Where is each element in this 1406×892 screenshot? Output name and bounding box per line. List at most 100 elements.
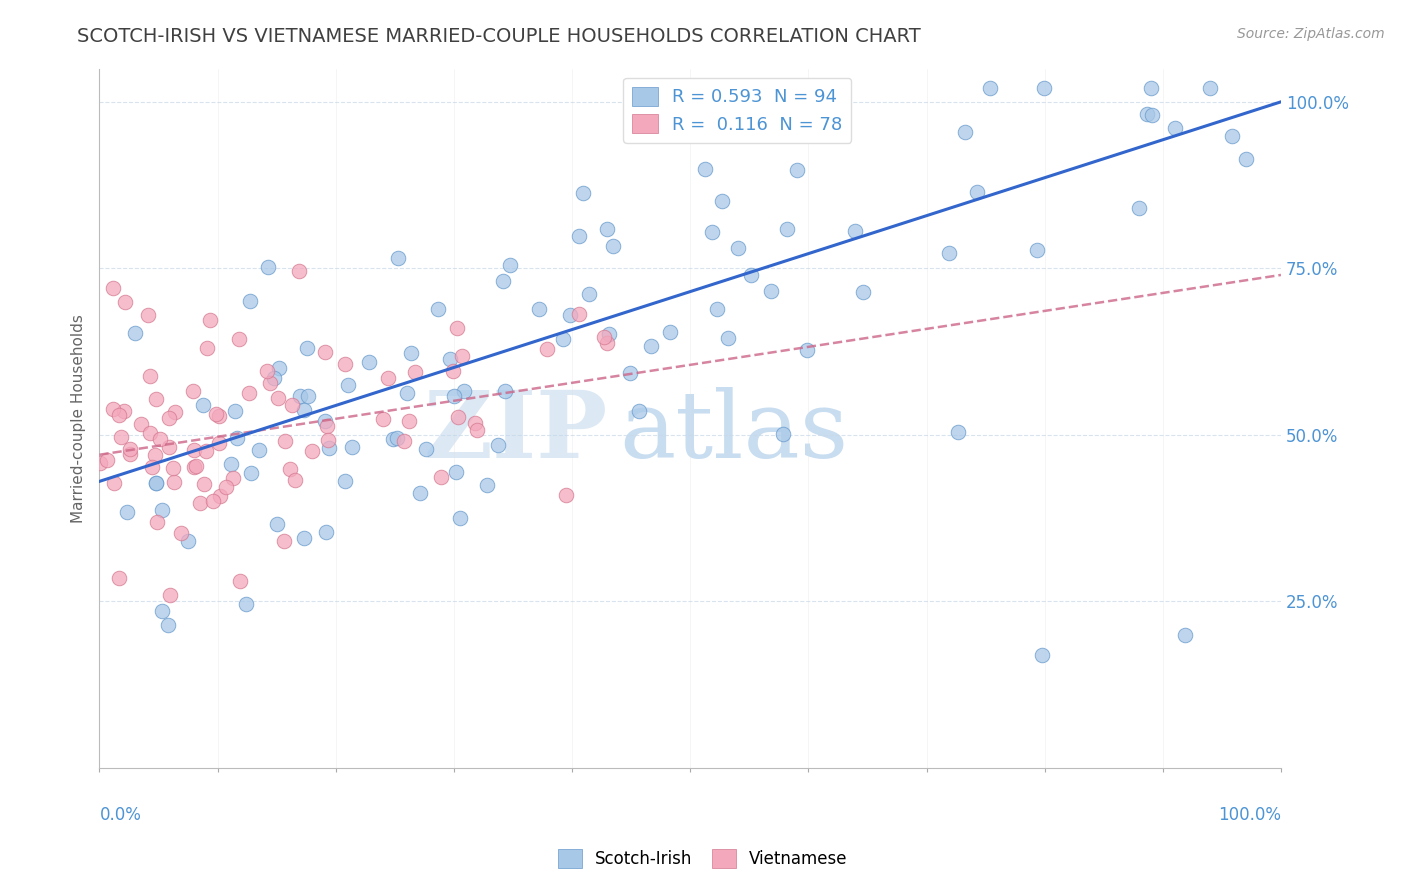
Point bbox=[136, 308, 159, 322]
Point bbox=[247, 442, 270, 457]
Point bbox=[292, 531, 315, 545]
Point bbox=[560, 308, 582, 322]
Point bbox=[162, 461, 184, 475]
Point bbox=[224, 403, 246, 417]
Point bbox=[145, 476, 167, 491]
Point bbox=[398, 414, 420, 428]
Point bbox=[572, 186, 595, 200]
Point bbox=[318, 441, 340, 455]
Point bbox=[257, 260, 280, 274]
Point bbox=[593, 329, 616, 343]
Point bbox=[120, 442, 142, 456]
Point bbox=[181, 384, 204, 399]
Point bbox=[499, 258, 522, 272]
Point bbox=[946, 425, 969, 440]
Point bbox=[162, 475, 184, 490]
Point bbox=[188, 496, 211, 510]
Point bbox=[288, 389, 311, 403]
Point bbox=[333, 357, 356, 371]
Point bbox=[852, 285, 875, 299]
Point bbox=[118, 447, 141, 461]
Point bbox=[443, 389, 465, 403]
Point bbox=[1128, 201, 1150, 215]
Point bbox=[221, 471, 243, 485]
Text: atlas: atlas bbox=[619, 387, 849, 477]
Point bbox=[772, 426, 794, 441]
Point bbox=[464, 417, 486, 431]
Point bbox=[183, 460, 205, 475]
Point bbox=[706, 301, 728, 316]
Point bbox=[342, 440, 364, 454]
Point bbox=[145, 392, 167, 406]
Point bbox=[101, 401, 124, 416]
Point bbox=[1032, 81, 1054, 95]
Point bbox=[399, 345, 422, 359]
Point bbox=[177, 533, 200, 548]
Point bbox=[695, 162, 717, 177]
Point bbox=[204, 407, 226, 421]
Point bbox=[759, 285, 782, 299]
Point bbox=[157, 440, 180, 454]
Point bbox=[195, 341, 218, 355]
Point bbox=[938, 246, 960, 260]
Text: ZIP: ZIP bbox=[423, 387, 607, 477]
Point bbox=[465, 423, 488, 437]
Point bbox=[536, 342, 558, 356]
Point bbox=[427, 301, 450, 316]
Point bbox=[239, 293, 262, 308]
Point bbox=[208, 435, 231, 450]
Point bbox=[441, 364, 464, 378]
Point bbox=[568, 307, 591, 321]
Point bbox=[112, 403, 135, 417]
Point bbox=[1142, 108, 1164, 122]
Point bbox=[259, 376, 281, 390]
Point bbox=[297, 389, 319, 403]
Point bbox=[1163, 120, 1185, 135]
Point bbox=[430, 470, 453, 484]
Point bbox=[1025, 244, 1047, 258]
Point bbox=[486, 438, 509, 452]
Point bbox=[235, 597, 257, 611]
Point bbox=[186, 459, 208, 474]
Point bbox=[274, 434, 297, 449]
Point bbox=[110, 430, 132, 444]
Point bbox=[292, 402, 315, 417]
Point bbox=[449, 511, 471, 525]
Point bbox=[315, 418, 337, 433]
Point bbox=[796, 343, 818, 357]
Point bbox=[159, 588, 181, 602]
Point bbox=[494, 384, 516, 398]
Point bbox=[195, 444, 218, 458]
Point bbox=[979, 81, 1001, 95]
Text: SCOTCH-IRISH VS VIETNAMESE MARRIED-COUPLE HOUSEHOLDS CORRELATION CHART: SCOTCH-IRISH VS VIETNAMESE MARRIED-COUPL… bbox=[77, 27, 921, 45]
Point bbox=[409, 486, 432, 500]
Point bbox=[143, 448, 166, 462]
Point bbox=[314, 344, 336, 359]
Point bbox=[619, 367, 641, 381]
Point bbox=[1174, 627, 1197, 641]
Point bbox=[475, 478, 498, 492]
Point bbox=[336, 377, 359, 392]
Point bbox=[492, 274, 515, 288]
Point bbox=[297, 341, 319, 355]
Point bbox=[640, 339, 662, 353]
Point bbox=[568, 228, 591, 243]
Point bbox=[228, 333, 250, 347]
Point bbox=[387, 252, 409, 266]
Point bbox=[288, 264, 311, 278]
Point bbox=[170, 526, 193, 541]
Point bbox=[1222, 129, 1244, 144]
Point bbox=[555, 488, 578, 502]
Point bbox=[395, 385, 418, 400]
Y-axis label: Married-couple Households: Married-couple Households bbox=[72, 314, 86, 523]
Point bbox=[278, 462, 301, 476]
Point bbox=[359, 355, 381, 369]
Point bbox=[266, 517, 288, 532]
Point bbox=[453, 384, 475, 398]
Point bbox=[392, 434, 415, 448]
Point bbox=[314, 414, 336, 428]
Point bbox=[1140, 81, 1163, 95]
Point bbox=[1234, 152, 1257, 166]
Point bbox=[117, 506, 139, 520]
Point bbox=[225, 431, 247, 445]
